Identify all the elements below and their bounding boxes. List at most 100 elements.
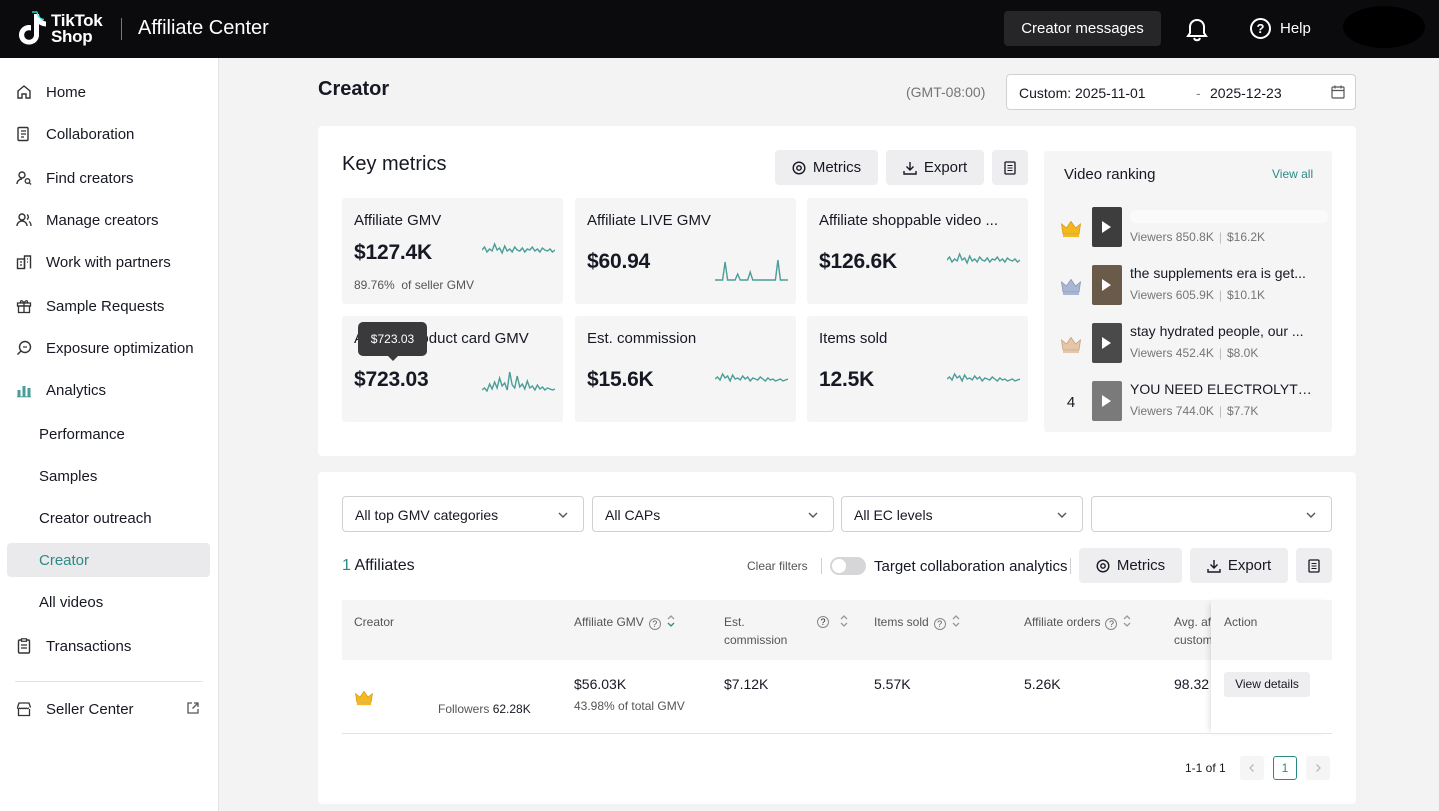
chevron-down-icon [1057,512,1067,518]
sidebar-item-creator-outreach[interactable]: Creator outreach [7,501,210,535]
page-button[interactable]: 1 [1273,756,1297,780]
target-collaboration-toggle[interactable] [830,557,866,575]
column-header-affiliate-orders[interactable]: Affiliate orders? [1024,613,1131,631]
metric-value: $723.03 [354,368,429,391]
caps-select[interactable]: All CAPs [592,496,834,532]
key-metrics-report-button[interactable] [992,150,1028,185]
document-icon [1308,558,1320,573]
affiliates-export-button[interactable]: Export [1190,548,1288,583]
sidebar-item-label: Creator outreach [39,509,152,527]
video-title: YOU NEED ELECTROLYTES... [1130,381,1320,397]
metric-value: 12.5K [819,368,875,391]
column-header-affiliate-gmv[interactable]: Affiliate GMV? [574,613,675,631]
view-details-button[interactable]: View details [1224,672,1310,697]
video-ranking-panel: Video ranking View all Viewers 850.8K | $1… [1044,151,1332,432]
tiktok-logo-icon[interactable] [14,10,50,48]
svg-text:?: ? [1257,21,1265,36]
calendar-icon [1331,85,1345,99]
help-link[interactable]: ? Help [1249,17,1311,40]
sidebar-item-label: Seller Center [46,700,134,718]
followers: Followers 62.28K [438,702,531,716]
sidebar-item-find-creators[interactable]: Find creators [7,161,210,195]
bronze-crown-icon [1060,336,1082,353]
chevron-down-icon [1306,512,1316,518]
ec-levels-select[interactable]: All EC levels [841,496,1083,532]
key-metrics-export-button[interactable]: Export [886,150,984,185]
metric-card-affiliate-shoppable-video-gmv[interactable]: Affiliate shoppable video ... $126.6K [807,198,1028,304]
pagination-summary: 1-1 of 1 [1185,761,1226,775]
sidebar-item-transactions[interactable]: Transactions [7,629,210,663]
sidebar-item-sample-requests[interactable]: Sample Requests [7,289,210,323]
chevron-left-icon [1249,764,1254,772]
cell-gmv-share: 43.98% of total GMV [574,699,685,713]
sidebar-item-label: Manage creators [46,211,159,229]
video-title: stay hydrated people, our ... [1130,323,1304,339]
view-all-link[interactable]: View all [1272,167,1314,181]
sidebar-item-label: Work with partners [46,253,171,271]
column-header-avg[interactable]: Avg. af custom [1174,615,1211,647]
cell-affiliate-orders: 5.26K [1024,676,1061,692]
affiliates-report-button[interactable] [1296,548,1332,583]
sidebar-item-exposure-optimization[interactable]: Exposure optimization [7,331,210,365]
date-end: 2025-12-23 [1210,85,1282,101]
video-meta: Viewers 850.8K | $16.2K [1130,230,1266,244]
sort-icon[interactable] [840,614,848,628]
sidebar-item-label: Creator [39,551,90,569]
cell-items-sold: 5.57K [874,676,911,692]
column-header-est-commission[interactable]: Est. commission [724,615,788,647]
additional-filter-select[interactable] [1091,496,1332,532]
sidebar-item-label: Collaboration [46,125,135,143]
gold-crown-icon [355,690,373,706]
affiliates-metrics-button[interactable]: Metrics [1079,548,1182,583]
sidebar-item-label: Analytics [46,381,107,399]
sidebar-item-manage-creators[interactable]: Manage creators [7,203,210,237]
sidebar-item-seller-center[interactable]: Seller Center [7,692,210,726]
column-header-action: Action [1224,615,1258,629]
video-ranking-row[interactable]: the supplements era is get... Viewers 60… [1044,265,1332,309]
clear-filters-link[interactable]: Clear filters [747,559,808,573]
find-creators-icon [16,171,32,185]
video-meta: Viewers 605.9K | $10.1K [1130,288,1266,302]
sidebar-item-label: Exposure optimization [46,339,194,357]
select-value: All EC levels [854,507,933,523]
metrics-label: Metrics [812,159,862,176]
help-icon: ? [817,616,829,628]
sidebar-item-creator[interactable]: Creator [7,543,210,577]
sidebar-item-home[interactable]: Home [7,75,210,109]
column-header-items-sold[interactable]: Items sold? [874,613,960,631]
metric-card-est-commission[interactable]: Est. commission $15.6K [575,316,796,422]
gmv-categories-select[interactable]: All top GMV categories [342,496,584,532]
date-separator: - [1196,85,1201,101]
metric-card-affiliate-live-gmv[interactable]: Affiliate LIVE GMV $60.94 [575,198,796,304]
analytics-icon [17,386,31,398]
user-avatar[interactable] [1343,6,1425,48]
next-page-button[interactable] [1306,756,1330,780]
video-ranking-row[interactable]: stay hydrated people, our ... Viewers 45… [1044,323,1332,367]
metric-label: Items sold [819,330,888,347]
sidebar-item-work-with-partners[interactable]: Work with partners [7,245,210,279]
help-icon: ? [933,618,946,630]
bell-icon[interactable] [1184,17,1210,43]
key-metrics-metrics-button[interactable]: Metrics [775,150,878,185]
sidebar-item-samples[interactable]: Samples [7,459,210,493]
video-ranking-row[interactable]: Viewers 850.8K | $16.2K [1044,207,1332,251]
video-ranking-row[interactable]: 4 YOU NEED ELECTROLYTES... Viewers 744.0… [1044,381,1332,425]
metric-card-affiliate-gmv[interactable]: Affiliate GMV $127.4K 89.76% of seller G… [342,198,563,304]
date-range-picker[interactable]: Custom: 2025-11-01 - 2025-12-23 [1006,74,1356,110]
column-header-creator: Creator [354,615,395,629]
metrics-icon [1096,558,1110,573]
exposure-icon [17,340,32,355]
home-icon [17,85,31,99]
metric-card-items-sold[interactable]: Items sold 12.5K [807,316,1028,422]
action-column: Action [1211,600,1332,734]
sidebar-item-label: Sample Requests [46,297,165,315]
creator-messages-button[interactable]: Creator messages [1004,11,1161,46]
sidebar-item-all-videos[interactable]: All videos [7,585,210,619]
metric-value: $127.4K [354,241,432,264]
sidebar-item-analytics[interactable]: Analytics [7,373,210,407]
sidebar-item-performance[interactable]: Performance [7,417,210,451]
prev-page-button[interactable] [1240,756,1264,780]
video-thumbnail [1092,323,1122,363]
sidebar-item-label: Home [46,83,87,101]
sidebar-item-collaboration[interactable]: Collaboration [7,117,210,151]
